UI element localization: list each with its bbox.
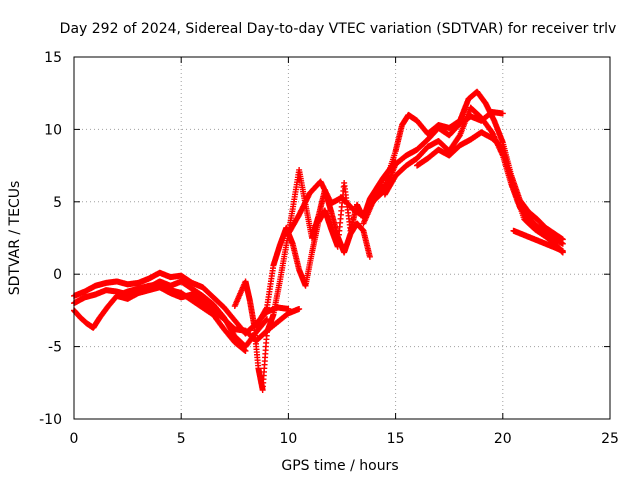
marker-points [510,227,566,255]
x-tick-label: 0 [70,431,79,447]
x-tick-label: 15 [387,431,405,447]
series-track-8 [360,88,566,243]
series-track-10 [414,129,566,256]
x-axis-label: GPS time / hours [281,458,398,474]
marker-points [360,88,566,243]
y-tick-label: 5 [53,195,62,211]
plot-frame [73,56,611,420]
y-tick-label: 0 [53,267,62,283]
y-axis-label: SDTVAR / TECUs [7,181,23,296]
data-series [71,88,566,394]
x-tick-label: 10 [279,431,297,447]
x-tick-label: 5 [177,431,186,447]
marker-points [414,129,566,256]
y-tick-label: -5 [48,340,62,356]
series-track-9 [381,104,566,247]
series-track-4 [113,284,303,344]
marker-points [113,284,303,344]
series-track-7 [285,109,506,237]
y-tick-label: 15 [44,50,62,66]
chart-title: Day 292 of 2024, Sidereal Day-to-day VTE… [60,21,617,37]
marker-points [381,104,566,247]
x-tick-label: 20 [494,431,512,447]
y-tick-label: 10 [44,122,62,138]
axes: 0 5 10 15 20 25 -10 -5 0 5 10 15 [39,50,619,447]
y-tick-label: -10 [39,412,62,428]
marker-points [285,109,506,237]
series-track-11 [510,227,566,255]
x-tick-label: 25 [601,431,619,447]
